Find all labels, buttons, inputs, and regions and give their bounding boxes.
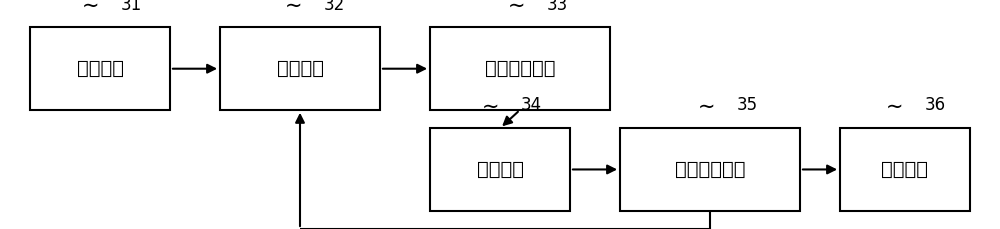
Text: 第二判断模块: 第二判断模块 — [675, 160, 745, 179]
Text: 36: 36 — [924, 96, 946, 114]
Text: 32: 32 — [324, 0, 345, 14]
Text: 35: 35 — [737, 96, 758, 114]
Bar — [30, 27, 170, 110]
Text: ∼: ∼ — [285, 0, 303, 16]
Text: 构造模块: 构造模块 — [882, 160, 928, 179]
Text: 确定模块: 确定模块 — [477, 160, 524, 179]
Text: 34: 34 — [521, 96, 542, 114]
Text: ∼: ∼ — [82, 0, 100, 16]
Text: 第一判断模块: 第一判断模块 — [485, 59, 555, 78]
Text: ∼: ∼ — [508, 0, 526, 16]
Bar — [620, 128, 800, 211]
Text: 划分模块: 划分模块 — [76, 59, 124, 78]
Text: ∼: ∼ — [698, 97, 716, 117]
Text: ∼: ∼ — [886, 97, 903, 117]
Text: 33: 33 — [547, 0, 568, 14]
Bar — [430, 27, 610, 110]
Text: 31: 31 — [121, 0, 142, 14]
Text: 搜索模块: 搜索模块 — [276, 59, 324, 78]
Bar — [840, 128, 970, 211]
Text: ∼: ∼ — [482, 97, 500, 117]
Bar — [220, 27, 380, 110]
Bar — [430, 128, 570, 211]
